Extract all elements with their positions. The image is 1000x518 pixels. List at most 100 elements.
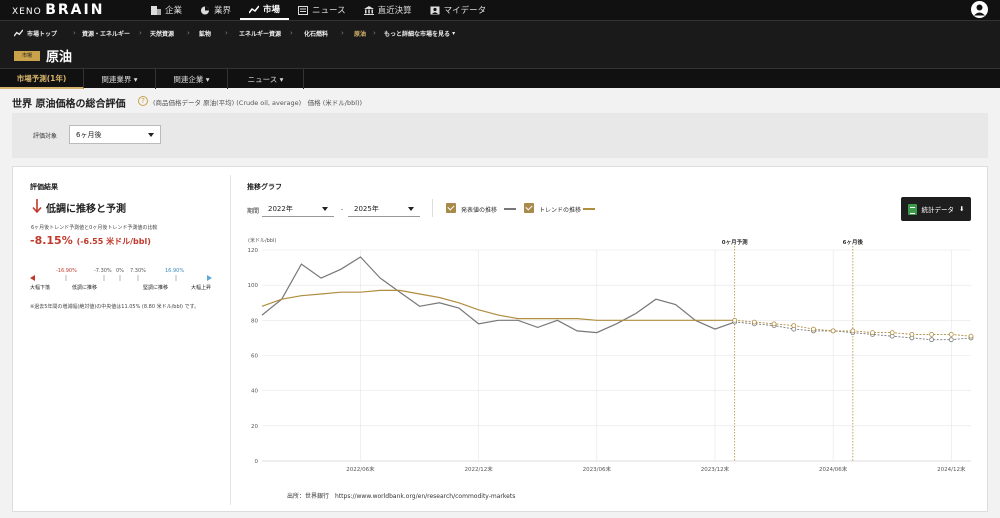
nav-label: 直近決算 xyxy=(377,6,412,16)
y-tick-label: 40 xyxy=(251,389,258,395)
y-tick-label: 20 xyxy=(251,424,258,430)
period-label: 期間 xyxy=(247,208,260,215)
breadcrumb-item-resources-energy[interactable]: 資源・エネルギー xyxy=(82,30,131,38)
legend-checkbox-actual[interactable] xyxy=(446,203,456,213)
download-label: 統計データ xyxy=(921,206,955,214)
data-source[interactable]: 出所：世界銀行 https://www.worldbank.org/en/res… xyxy=(287,493,516,500)
x-tick-label: 2023/12末 xyxy=(701,465,730,473)
breadcrumb-item-minerals[interactable]: 鉱物 xyxy=(199,30,212,38)
pie-chart-icon xyxy=(200,5,210,15)
chevron-right-icon: › xyxy=(225,29,228,37)
trend-line-icon xyxy=(14,29,23,37)
tab-bar: 市場予測(1年) 関連業界 ▾ 関連企業 ▾ ニュース ▾ xyxy=(0,68,1000,89)
x-tick-label: 2023/06末 xyxy=(583,465,612,473)
arrow-down-icon xyxy=(32,199,42,213)
series-point-3 xyxy=(929,332,935,337)
chevron-right-icon: › xyxy=(73,29,76,37)
change-percent-value: -8.15% xyxy=(30,234,73,247)
breadcrumb-item-energy-resources[interactable]: エネルギー資源 xyxy=(239,30,282,38)
series-point-3 xyxy=(732,317,738,323)
evaluation-scale xyxy=(30,275,212,281)
page-title: 原油 xyxy=(46,50,73,65)
scale-name-label: 堅調に推移 xyxy=(143,285,169,291)
y-tick-label: 80 xyxy=(251,318,258,324)
legend-line-actual xyxy=(504,208,516,210)
top-navigation-bar xyxy=(0,0,1000,20)
nav-label: 市場 xyxy=(263,5,281,15)
xenobrain-logo[interactable]: XENO BRAIN xyxy=(12,2,104,18)
chevron-right-icon: › xyxy=(290,29,293,37)
category-badge: 市場 xyxy=(14,51,40,61)
building-icon xyxy=(151,5,161,15)
tab-news[interactable]: ニュース ▾ xyxy=(228,69,304,89)
caret-down-icon xyxy=(408,206,414,211)
nav-item-markets[interactable]: 市場 xyxy=(240,0,290,20)
breadcrumb: 市場トップ › 資源・エネルギー › 天然資源 › 鉱物 › エネルギー資源 ›… xyxy=(0,20,1000,44)
series-point-3 xyxy=(830,328,836,334)
tab-related-industries[interactable]: 関連業界 ▾ xyxy=(84,69,156,89)
caret-down-icon xyxy=(322,206,328,211)
spreadsheet-icon xyxy=(907,203,917,215)
price-trend-chart: (米ドル/bbl) 0 20 40 60 80 100 120 2022/06末 2022/12末… xyxy=(248,237,974,473)
nav-item-news[interactable]: ニュース xyxy=(289,0,355,20)
series-point-3 xyxy=(850,328,856,334)
logo-bottom-text: BRAIN xyxy=(45,2,105,18)
evaluation-heading: 評価結果 xyxy=(30,183,58,191)
tab-market-forecast[interactable]: 市場予測(1年) xyxy=(0,69,84,89)
chart-heading: 推移グラフ xyxy=(247,183,282,191)
series-point-3 xyxy=(811,326,816,332)
period-to-select[interactable]: 2025年 xyxy=(348,201,420,217)
breadcrumb-item-fossil-fuels[interactable]: 化石燃料 xyxy=(304,30,329,38)
logo-top-text: XENO xyxy=(12,7,42,17)
series-line-1 xyxy=(261,289,735,321)
breadcrumb-item-market-top[interactable]: 市場トップ xyxy=(27,30,58,38)
y-axis-unit-label: (米ドル/bbl) xyxy=(248,237,276,244)
period-from-select[interactable]: 2022年 xyxy=(262,201,334,217)
series-point-3 xyxy=(751,319,757,325)
newspaper-icon xyxy=(298,5,309,15)
median-note: ※過去5年間の増減幅(絶対値)の中央値は11.05% (8.80 米ドル/bbl… xyxy=(30,304,200,310)
bank-icon xyxy=(363,5,374,15)
evaluation-target-select[interactable]: 6ヶ月後 xyxy=(69,125,161,144)
select-value: 2022年 xyxy=(268,204,293,213)
series-point-3 xyxy=(909,332,915,337)
evaluation-panel xyxy=(12,166,988,512)
nav-label: マイデータ xyxy=(443,6,487,16)
page-title-bar xyxy=(0,44,1000,68)
section-title: 世界 原油価格の総合評価 xyxy=(12,99,126,110)
person-card-icon xyxy=(430,6,440,14)
nav-item-industries[interactable]: 業界 xyxy=(191,0,240,20)
series-point-2 xyxy=(948,337,954,343)
forecast-marker-label: 0ヶ月予測 xyxy=(722,238,748,246)
nav-item-mydata[interactable]: マイデータ xyxy=(421,0,496,20)
change-amount-value: (-6.55 米ドル/bbl) xyxy=(76,237,151,246)
x-tick-label: 2024/06末 xyxy=(819,465,848,473)
select-value: 6ヶ月後 xyxy=(76,130,102,139)
help-icon[interactable]: ? xyxy=(138,96,148,106)
nav-item-earnings[interactable]: 直近決算 xyxy=(355,0,421,20)
series-point-3 xyxy=(948,332,954,337)
x-tick-label: 2022/06末 xyxy=(346,465,375,473)
legend-line-trend xyxy=(583,208,595,210)
select-value: 2025年 xyxy=(354,204,379,213)
tab-label: 関連企業 xyxy=(173,74,204,84)
filter-label: 評価対象 xyxy=(33,133,58,140)
breadcrumb-more-markets[interactable]: もっと詳細な市場を見る ▾ xyxy=(384,29,456,38)
chevron-right-icon: › xyxy=(187,29,190,37)
scale-tick-label: 7.30% xyxy=(130,268,146,274)
legend-label-actual: 発表値の推移 xyxy=(461,207,498,214)
chevron-right-icon: › xyxy=(139,29,142,37)
legend-checkbox-trend[interactable] xyxy=(524,203,534,213)
scale-name-label: 大幅下落 xyxy=(30,285,51,291)
legend-divider xyxy=(432,199,433,217)
forecast-marker-label: 6ヶ月後 xyxy=(843,238,864,246)
download-data-button[interactable]: 統計データ ⬇ xyxy=(901,197,971,221)
caret-down-icon xyxy=(148,132,154,137)
user-avatar-icon[interactable] xyxy=(971,1,988,18)
series-point-3 xyxy=(870,330,875,336)
tab-related-companies[interactable]: 関連企業 ▾ xyxy=(156,69,228,89)
x-tick-label: 2022/12末 xyxy=(464,465,493,473)
breadcrumb-item-natural-resources[interactable]: 天然資源 xyxy=(150,30,175,38)
nav-item-companies[interactable]: 企業 xyxy=(142,0,191,20)
breadcrumb-item-crude-oil: 原油 xyxy=(354,30,367,38)
